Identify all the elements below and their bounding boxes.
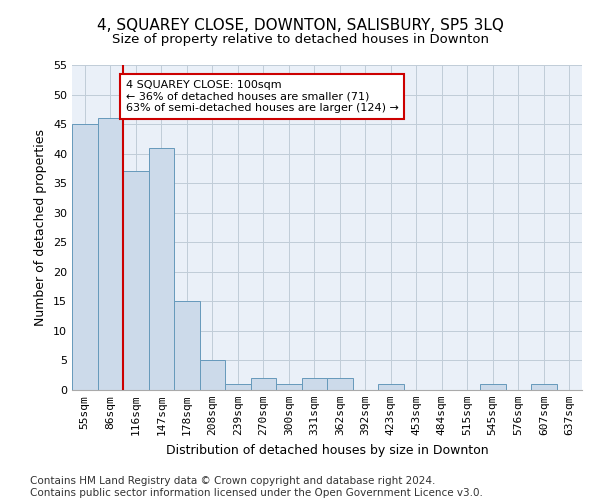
Bar <box>251 378 276 390</box>
Bar <box>174 302 199 390</box>
Bar <box>480 384 505 390</box>
Bar <box>225 384 251 390</box>
Bar <box>199 360 225 390</box>
Bar <box>378 384 404 390</box>
Bar <box>72 124 97 390</box>
Bar <box>531 384 557 390</box>
Bar <box>327 378 353 390</box>
Text: Size of property relative to detached houses in Downton: Size of property relative to detached ho… <box>112 32 488 46</box>
Bar <box>97 118 123 390</box>
Text: 4, SQUAREY CLOSE, DOWNTON, SALISBURY, SP5 3LQ: 4, SQUAREY CLOSE, DOWNTON, SALISBURY, SP… <box>97 18 503 32</box>
Bar <box>302 378 327 390</box>
Bar <box>276 384 302 390</box>
Text: 4 SQUAREY CLOSE: 100sqm
← 36% of detached houses are smaller (71)
63% of semi-de: 4 SQUAREY CLOSE: 100sqm ← 36% of detache… <box>125 80 398 113</box>
Bar <box>123 172 149 390</box>
Y-axis label: Number of detached properties: Number of detached properties <box>34 129 47 326</box>
Text: Contains HM Land Registry data © Crown copyright and database right 2024.
Contai: Contains HM Land Registry data © Crown c… <box>30 476 483 498</box>
X-axis label: Distribution of detached houses by size in Downton: Distribution of detached houses by size … <box>166 444 488 456</box>
Bar <box>149 148 174 390</box>
